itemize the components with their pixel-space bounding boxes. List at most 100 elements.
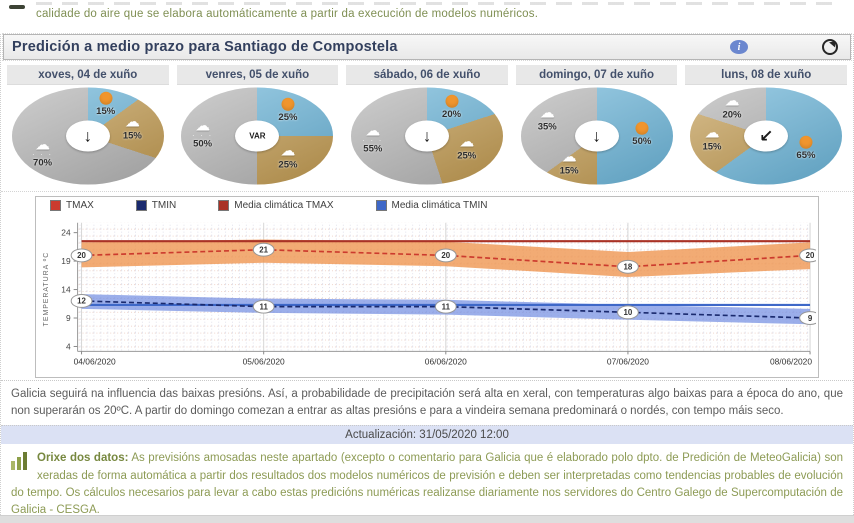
cloud-icon: ☁ xyxy=(704,123,720,141)
sky-state-pie-chart xyxy=(520,87,673,185)
probability-value: 50% xyxy=(193,137,213,149)
probability-value: 65% xyxy=(796,150,816,162)
cloud-icon: ☁ xyxy=(124,113,140,131)
day-header: xoves, 04 de xuño xyxy=(7,65,169,85)
probability-value: 15% xyxy=(122,130,142,142)
probability-value: 20% xyxy=(722,109,742,121)
air-quality-note-text: calidade do aire que se elabora automáti… xyxy=(36,8,539,20)
rain-cloud-icon: ☁ xyxy=(35,136,51,154)
pie-segment-label: ☁ 15% xyxy=(559,148,579,177)
data-point-label: 11 xyxy=(442,302,451,311)
temperature-chart: TMAX TMIN Media climática TMAX Media climát… xyxy=(35,196,821,378)
air-quality-note: calidade do aire que se elabora automáti… xyxy=(0,0,854,20)
rain-drops-icon: · · · xyxy=(362,136,384,144)
data-point-label: 20 xyxy=(441,251,450,260)
probability-value: 35% xyxy=(537,120,557,132)
sun-icon xyxy=(445,94,459,108)
day-forecast-pie: 50% ☁ 15% ☁ 35% ↓ xyxy=(516,85,678,187)
legend-swatch xyxy=(375,200,387,211)
data-source-note: Orixe dos datos: As previsións amosadas … xyxy=(1,444,853,523)
rain-cloud-icon: ☁ xyxy=(195,116,211,134)
chart-plot-area: 24 19 14 9 4 20 21 20 18 20 12 11 11 10 9 04/06/2020 05/… xyxy=(38,213,821,377)
probability-value: 25% xyxy=(278,159,298,171)
legend-swatch xyxy=(50,200,61,211)
cloud-icon: ☁ xyxy=(561,148,577,166)
data-point-label: 20 xyxy=(77,251,86,260)
info-icon[interactable]: i xyxy=(730,40,748,54)
pie-segment-label: 25% xyxy=(278,97,298,123)
day-forecast-pie: 25% ☁ 25% ☁ · · · 50% VAR xyxy=(177,85,339,187)
probability-value: 50% xyxy=(632,135,652,147)
medium-term-forecast-section: Predición a medio prazo para Santiago de… xyxy=(0,33,854,523)
pie-segment-label: ☁ 15% xyxy=(122,113,142,142)
collapse-dash-icon[interactable] xyxy=(9,5,25,9)
x-axis-label: 07/06/2020 xyxy=(607,356,649,366)
wind-direction-indicator: ↓ xyxy=(65,120,110,152)
section-header: Predición a medio prazo para Santiago de… xyxy=(2,33,852,61)
pie-segment-label: 15% xyxy=(96,91,116,117)
svg-text:24: 24 xyxy=(61,228,71,238)
probability-value: 70% xyxy=(33,157,53,169)
sun-icon xyxy=(635,121,649,135)
svg-text:4: 4 xyxy=(66,341,71,351)
wind-direction-indicator: VAR xyxy=(235,120,280,152)
legend-item: TMIN xyxy=(135,200,177,211)
rain-cloud-icon: ☁ xyxy=(365,121,381,139)
probability-value: 20% xyxy=(442,108,462,120)
legend-swatch xyxy=(218,200,230,211)
sun-icon xyxy=(799,136,813,150)
data-point-label: 18 xyxy=(624,263,633,272)
refresh-icon[interactable] xyxy=(822,39,838,55)
x-axis-label: 08/06/2020 xyxy=(770,356,812,366)
probability-value: 25% xyxy=(278,111,298,123)
cloud-icon: ☁ xyxy=(280,142,296,160)
pie-segment-label: ☁ 15% xyxy=(702,123,722,152)
probability-value: 15% xyxy=(559,165,579,177)
probability-value: 15% xyxy=(702,140,722,152)
day-forecast-pie: 20% ☁ 25% ☁ · · · 55% ↓ xyxy=(346,85,508,187)
pie-segment-label: ☁ 35% xyxy=(537,103,557,132)
data-source-label: Orixe dos datos: xyxy=(37,452,129,465)
pie-segment-label: ☁ 20% xyxy=(722,92,742,121)
probability-value: 25% xyxy=(457,150,477,162)
legend-item: Media climática TMIN xyxy=(375,200,488,211)
day-header: sábado, 06 de xuño xyxy=(346,65,508,85)
data-point-label: 12 xyxy=(77,297,86,306)
day-header: luns, 08 de xuño xyxy=(685,65,847,85)
forecast-summary-text: Galicia seguirá na influencia das baixas… xyxy=(1,380,853,425)
pie-segment-label: ☁ · · · 70% xyxy=(32,136,53,169)
probability-value: 15% xyxy=(96,105,116,117)
sky-state-pie-chart xyxy=(690,87,843,185)
data-point-label: 20 xyxy=(806,251,815,260)
cloud-icon: ☁ xyxy=(724,92,740,110)
chart-legend: TMAX TMIN Media climática TMAX Media climát… xyxy=(50,200,487,211)
sun-icon xyxy=(281,97,295,111)
pie-segment-label: ☁ · · · 50% xyxy=(192,116,213,149)
update-timestamp: Actualización: 31/05/2020 12:00 xyxy=(1,425,853,445)
day-forecast-pie: 65% ☁ 15% ☁ 20% ↙ xyxy=(685,85,847,187)
legend-label: TMAX xyxy=(66,200,94,211)
legend-swatch xyxy=(135,200,147,211)
rain-drops-icon: · · · xyxy=(32,151,53,159)
x-axis-label: 06/06/2020 xyxy=(425,356,467,366)
svg-text:19: 19 xyxy=(61,256,71,266)
bar-chart-icon xyxy=(11,452,29,471)
legend-label: TMIN xyxy=(151,200,177,211)
data-source-text: As previsións amosadas neste apartado (e… xyxy=(11,452,843,517)
pie-segment-label: 50% xyxy=(632,121,651,146)
wind-direction-indicator: ↓ xyxy=(404,120,449,152)
x-axis-label: 05/06/2020 xyxy=(243,356,285,366)
legend-item: TMAX xyxy=(50,200,94,211)
legend-label: Media climática TMIN xyxy=(391,200,488,211)
svg-text:9: 9 xyxy=(66,313,71,323)
pie-segment-label: ☁ 25% xyxy=(278,142,298,171)
day-header: venres, 05 de xuño xyxy=(176,65,339,85)
svg-text:14: 14 xyxy=(61,285,71,295)
day-headers-row: xoves, 04 de xuño venres, 05 de xuño sábad… xyxy=(1,65,853,85)
y-axis-title: TEMPERATURA ºC xyxy=(43,252,50,327)
cloud-icon: ☁ xyxy=(459,133,475,151)
day-header: domingo, 07 de xuño xyxy=(515,65,678,85)
data-point-label: 10 xyxy=(624,308,633,317)
cloud-icon: ☁ xyxy=(539,103,555,121)
data-point-label: 9 xyxy=(808,314,813,323)
